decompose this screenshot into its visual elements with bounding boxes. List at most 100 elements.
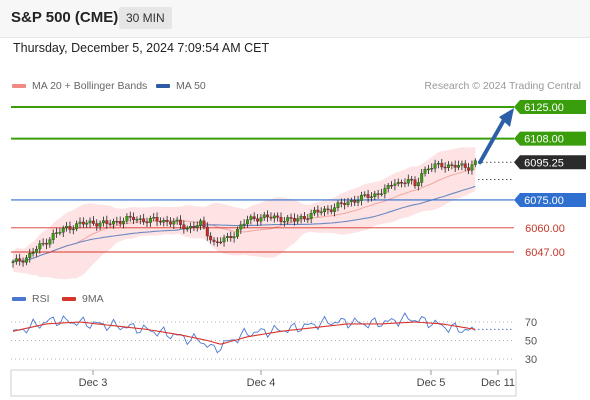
candle-down — [329, 209, 333, 212]
candle-down — [108, 223, 112, 225]
candle-down — [158, 221, 162, 223]
candle-up — [88, 220, 92, 224]
candle-down — [252, 216, 256, 219]
candle-up — [31, 252, 35, 254]
candle-up — [460, 163, 464, 166]
candle-up — [195, 225, 199, 228]
candle-down — [292, 218, 296, 222]
candle-down — [18, 258, 22, 262]
candle-down — [68, 226, 72, 230]
support-label: 6060.00 — [525, 223, 565, 235]
candle-down — [443, 166, 447, 169]
candle-down — [192, 226, 196, 228]
candle-down — [155, 217, 159, 222]
candle-down — [302, 216, 306, 219]
candle-up — [349, 200, 353, 202]
candle-up — [416, 182, 420, 187]
candle-down — [205, 226, 209, 237]
candle-up — [58, 232, 62, 234]
forecast-arrow-shaft — [478, 114, 508, 165]
candle-up — [75, 223, 79, 230]
last-price-tag — [514, 155, 586, 170]
candle-down — [343, 203, 347, 205]
candle-up — [225, 236, 229, 238]
candle-up — [235, 229, 239, 237]
candle-down — [256, 218, 259, 222]
candle-down — [168, 221, 172, 225]
candle-up — [346, 201, 350, 205]
candle-up — [470, 164, 474, 171]
candle-up — [299, 216, 303, 219]
candle-up — [55, 232, 58, 234]
legend-rsi-label: RSI — [32, 293, 50, 305]
rsi-tick-label: 50 — [525, 336, 537, 348]
candle-up — [430, 168, 434, 170]
candle-down — [179, 219, 182, 225]
candle-up — [457, 165, 460, 168]
candle-down — [145, 221, 149, 224]
candle-up — [296, 218, 300, 222]
candle-down — [212, 239, 216, 242]
candle-up — [199, 220, 203, 226]
timeframe-badge[interactable]: 30 MIN — [119, 7, 172, 29]
candle-up — [24, 257, 28, 263]
candle-up — [286, 217, 290, 222]
candle-down — [202, 220, 206, 228]
candle-down — [95, 223, 99, 227]
candle-down — [209, 235, 213, 241]
candle-up — [138, 218, 142, 220]
candle-up — [162, 220, 166, 223]
candle-up — [393, 183, 397, 186]
candle-down — [91, 220, 95, 224]
resistance-price-label: 6108.00 — [524, 134, 564, 146]
candle-up — [369, 196, 373, 198]
pivot-price-tag — [514, 192, 586, 207]
legend-9ma: 9MA — [62, 293, 104, 305]
bollinger-band-area — [13, 146, 476, 280]
candle-down — [289, 217, 293, 219]
candle-up — [38, 243, 42, 250]
candle-up — [85, 222, 89, 225]
candle-down — [279, 217, 283, 222]
candle-up — [98, 222, 102, 227]
candle-up — [51, 233, 55, 240]
candle-up — [262, 214, 266, 218]
ma20-line — [12, 168, 476, 263]
candle-up — [148, 217, 152, 223]
legend-ma20: MA 20 + Bollinger Bands — [12, 80, 147, 92]
candle-down — [269, 216, 273, 219]
candle-down — [326, 208, 330, 211]
candle-down — [450, 164, 454, 166]
legend-ma20-label: MA 20 + Bollinger Bands — [32, 80, 148, 92]
credit-text: Research © 2024 Trading Central — [424, 80, 581, 92]
candle-up — [356, 200, 360, 203]
candle-up — [71, 228, 75, 231]
candle-up — [473, 160, 477, 165]
candle-down — [132, 216, 136, 221]
candle-up — [436, 163, 440, 165]
support-label: 6047.00 — [525, 247, 565, 259]
candle-down — [142, 218, 146, 223]
candle-up — [272, 215, 276, 219]
candle-down — [118, 221, 122, 224]
candle-up — [78, 221, 82, 224]
instrument-title: S&P 500 (CME) — [11, 9, 119, 26]
resistance-price-tag — [514, 100, 586, 114]
candle-up — [373, 193, 377, 197]
candle-down — [366, 194, 370, 198]
candle-down — [215, 241, 219, 243]
candle-down — [115, 221, 119, 223]
candle-up — [246, 219, 249, 225]
candle-up — [420, 173, 424, 183]
candle-up — [28, 253, 32, 258]
time-axis-label: Dec 3 — [79, 377, 108, 389]
candle-up — [396, 182, 400, 185]
candle-up — [35, 248, 38, 253]
forecast-arrow-head — [499, 108, 514, 127]
candle-up — [383, 188, 387, 194]
header-bar: S&P 500 (CME) 30 MIN — [0, 0, 590, 38]
candle-up — [122, 220, 125, 224]
candle-down — [453, 164, 457, 168]
candle-down — [376, 193, 380, 195]
